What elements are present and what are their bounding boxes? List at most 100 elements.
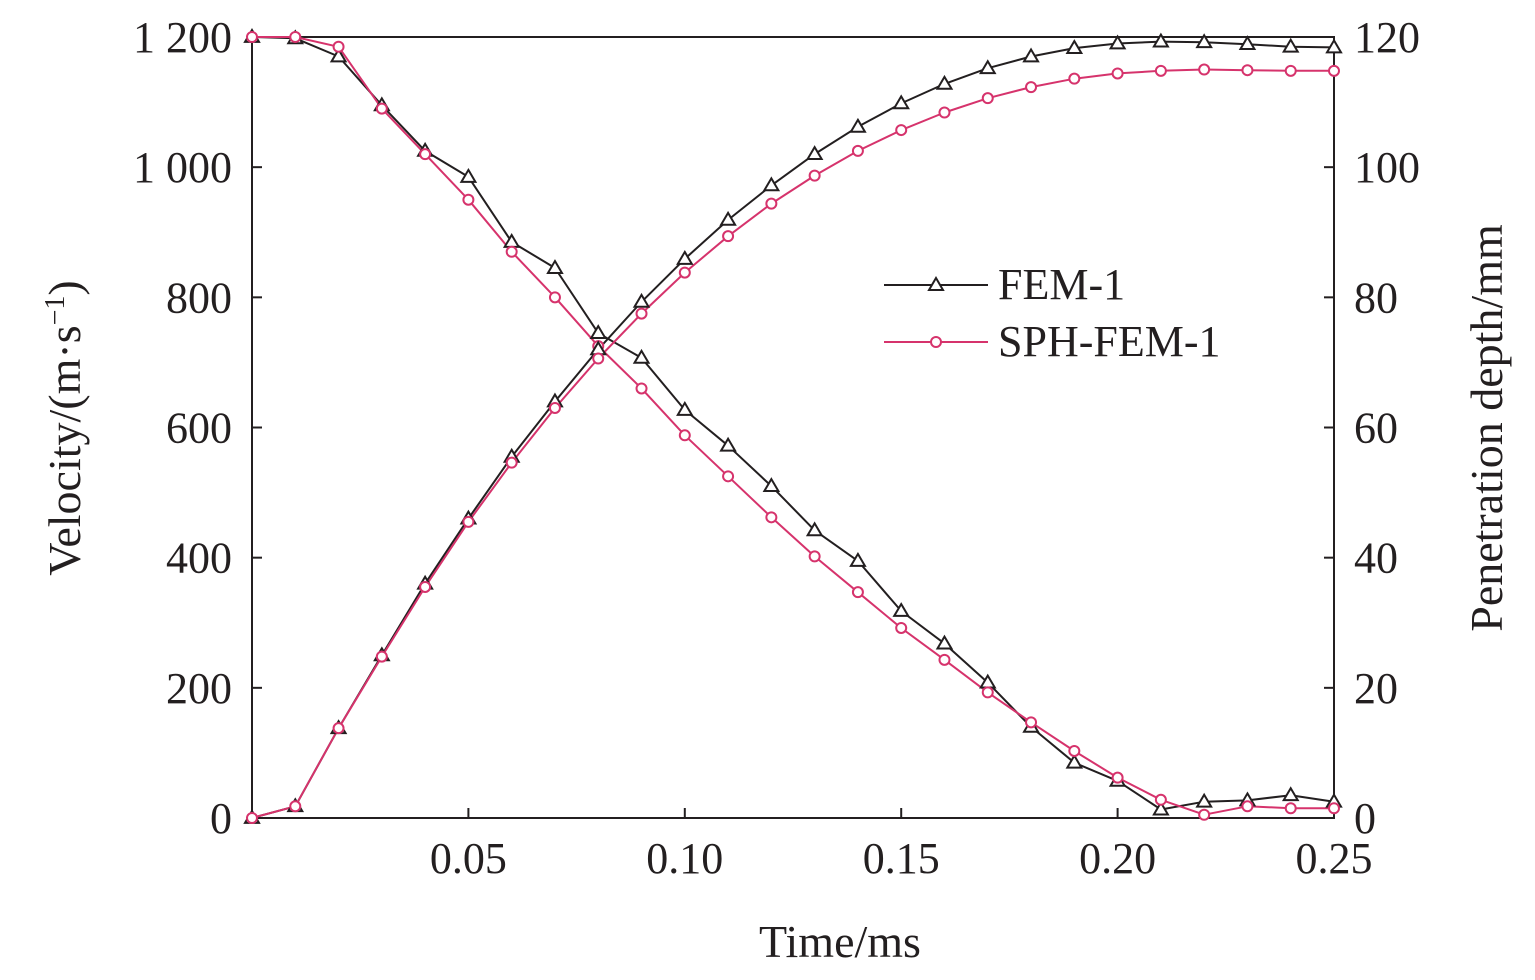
data-point-sph-fem-1-penetration-depth-18 (1025, 81, 1038, 94)
data-point-sph-fem-1-velocity-21 (1154, 793, 1167, 806)
data-point-fem-1-velocity-22 (1195, 792, 1213, 808)
data-point-sph-fem-1-velocity-19 (1068, 744, 1081, 757)
data-point-fem-1-penetration-depth-22 (1195, 33, 1213, 49)
data-point-fem-1-velocity-9 (632, 348, 651, 364)
plot-frame (251, 36, 1335, 819)
data-point-sph-fem-1-penetration-depth-12 (765, 197, 778, 210)
legend: FEM-1 SPH-FEM-1 (884, 260, 1221, 366)
series-line-sph-fem-1-penetration-depth (251, 68, 1334, 819)
data-point-sph-fem-1-velocity-20 (1111, 771, 1124, 784)
data-point-fem-1-velocity-12 (762, 477, 781, 492)
data-point-fem-1-velocity-11 (719, 436, 737, 452)
legend-label-sph-fem-1: SPH-FEM-1 (998, 317, 1221, 366)
data-point-sph-fem-1-penetration-depth-5 (462, 515, 475, 528)
data-point-sph-fem-1-penetration-depth-8 (592, 352, 605, 365)
data-point-fem-1-velocity-2 (329, 47, 348, 63)
x-tick-label-4: 0.25 (1296, 834, 1373, 883)
data-point-sph-fem-1-penetration-depth-25 (1328, 64, 1340, 77)
data-point-fem-1-velocity-13 (805, 521, 824, 537)
data-point-sph-fem-1-velocity-9 (635, 382, 648, 395)
data-point-sph-fem-1-velocity-25 (1328, 802, 1340, 815)
data-point-fem-1-velocity-15 (892, 602, 910, 617)
data-point-sph-fem-1-velocity-11 (722, 470, 735, 483)
legend-marker-sph-fem-1 (930, 336, 942, 348)
data-point-sph-fem-1-velocity-17 (981, 686, 994, 699)
data-point-fem-1-penetration-depth-11 (719, 210, 737, 226)
y-tick-label-5: 1 000 (133, 143, 232, 192)
data-point-sph-fem-1-penetration-depth-0 (246, 812, 258, 824)
data-point-sph-fem-1-penetration-depth-20 (1111, 67, 1124, 80)
data-point-sph-fem-1-velocity-1 (289, 31, 302, 43)
data-point-sph-fem-1-velocity-3 (375, 102, 388, 115)
data-point-fem-1-penetration-depth-16 (935, 74, 954, 90)
data-point-fem-1-velocity-10 (676, 400, 694, 416)
data-point-sph-fem-1-penetration-depth-11 (722, 230, 735, 243)
y2-tick-label-4: 80 (1354, 273, 1398, 322)
data-point-sph-fem-1-penetration-depth-2 (332, 722, 345, 735)
x-tick-label-3: 0.20 (1079, 834, 1156, 883)
data-point-fem-1-penetration-depth-23 (1238, 35, 1257, 51)
data-point-fem-1-velocity-5 (459, 167, 478, 183)
x-tick-label-0: 0.05 (430, 834, 507, 883)
data-point-sph-fem-1-velocity-16 (938, 653, 951, 666)
data-point-sph-fem-1-penetration-depth-4 (419, 580, 432, 593)
data-point-sph-fem-1-velocity-7 (548, 291, 561, 304)
y2-tick-label-6: 120 (1354, 13, 1420, 62)
data-point-sph-fem-1-penetration-depth-15 (895, 124, 908, 137)
data-point-sph-fem-1-velocity-22 (1198, 808, 1211, 821)
data-point-fem-1-velocity-14 (849, 551, 867, 567)
data-point-sph-fem-1-penetration-depth-13 (808, 169, 821, 182)
data-point-sph-fem-1-velocity-12 (765, 511, 778, 524)
y2-tick-label-1: 20 (1354, 664, 1398, 713)
data-point-sph-fem-1-penetration-depth-23 (1241, 64, 1254, 77)
data-point-fem-1-velocity-8 (589, 324, 607, 340)
y-tick-label-6: 1 200 (133, 13, 232, 62)
data-point-sph-fem-1-velocity-0 (246, 31, 258, 43)
data-point-sph-fem-1-penetration-depth-3 (375, 650, 388, 663)
y-axis-title: Velocity/(m·s−1) (39, 280, 90, 576)
data-point-sph-fem-1-penetration-depth-24 (1284, 64, 1297, 77)
data-point-sph-fem-1-velocity-5 (462, 193, 475, 206)
data-point-fem-1-penetration-depth-20 (1108, 34, 1127, 50)
series-line-fem-1-velocity (251, 36, 1335, 811)
y2-tick-label-2: 40 (1354, 534, 1398, 583)
x-axis-title: Time/ms (759, 916, 921, 967)
data-point-fem-1-velocity-24 (1281, 786, 1300, 802)
x-tick-label-1: 0.10 (646, 834, 723, 883)
data-point-sph-fem-1-velocity-2 (332, 40, 345, 53)
legend-marker-fem-1 (927, 276, 945, 291)
data-point-sph-fem-1-velocity-15 (895, 621, 908, 634)
y-tick-label-2: 400 (166, 534, 232, 583)
data-point-sph-fem-1-penetration-depth-7 (548, 401, 561, 414)
data-point-fem-1-penetration-depth-17 (979, 59, 997, 75)
data-point-fem-1-penetration-depth-10 (676, 249, 694, 265)
series-lines (251, 36, 1335, 819)
data-point-fem-1-penetration-depth-13 (805, 145, 824, 161)
data-point-sph-fem-1-velocity-18 (1025, 716, 1038, 729)
data-point-fem-1-velocity-6 (502, 233, 521, 248)
data-point-fem-1-penetration-depth-15 (892, 94, 910, 110)
y-axis-title-superscript: −1 (40, 296, 71, 326)
data-point-fem-1-velocity-21 (1152, 800, 1170, 816)
data-point-sph-fem-1-penetration-depth-17 (981, 92, 994, 105)
x-tick-label-2: 0.15 (863, 834, 940, 883)
data-point-sph-fem-1-penetration-depth-14 (851, 144, 864, 157)
data-point-fem-1-velocity-7 (546, 259, 564, 274)
data-point-fem-1-penetration-depth-21 (1152, 32, 1170, 48)
y-tick-label-3: 600 (166, 404, 232, 453)
data-point-fem-1-penetration-depth-18 (1022, 47, 1040, 63)
data-point-sph-fem-1-velocity-23 (1241, 800, 1254, 813)
data-point-sph-fem-1-velocity-14 (851, 586, 864, 599)
data-point-sph-fem-1-penetration-depth-21 (1154, 64, 1167, 77)
y-tick-label-1: 200 (166, 664, 232, 713)
series-markers (243, 28, 1343, 824)
y2-tick-label-5: 100 (1354, 143, 1420, 192)
y-tick-label-4: 800 (166, 273, 232, 322)
series-line-fem-1-penetration-depth (251, 40, 1335, 819)
data-point-sph-fem-1-penetration-depth-1 (289, 800, 302, 813)
y2-tick-label-3: 60 (1354, 404, 1398, 453)
data-point-sph-fem-1-penetration-depth-10 (678, 266, 691, 279)
data-point-fem-1-penetration-depth-14 (849, 117, 867, 133)
data-point-sph-fem-1-velocity-24 (1284, 802, 1297, 815)
